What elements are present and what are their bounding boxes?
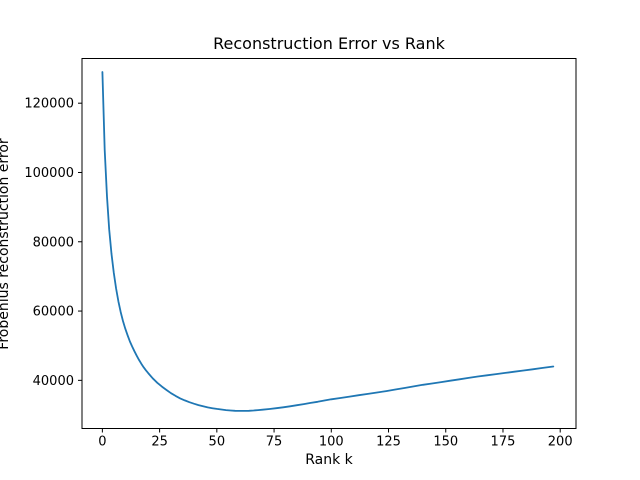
x-tick-label: 25: [151, 435, 168, 450]
chart-title: Reconstruction Error vs Rank: [213, 34, 445, 53]
y-tick-label: 100000: [24, 166, 74, 181]
x-tick-label: 125: [376, 435, 401, 450]
x-tick-label: 200: [548, 435, 573, 450]
x-tick-label: 100: [319, 435, 344, 450]
axes-frame: [81, 58, 577, 429]
x-tick-label: 175: [491, 435, 516, 450]
x-tick-label: 75: [266, 435, 283, 450]
y-tick-label: 80000: [33, 235, 74, 250]
x-tick-label: 50: [209, 435, 226, 450]
x-tick-label: 150: [433, 435, 458, 450]
x-axis-label: Rank k: [305, 452, 353, 468]
y-tick-label: 60000: [33, 305, 74, 320]
y-tick-label: 40000: [33, 374, 74, 389]
error-curve-line: [101, 71, 555, 412]
x-tick-label: 0: [98, 435, 106, 450]
y-tick-label: 120000: [24, 97, 74, 112]
